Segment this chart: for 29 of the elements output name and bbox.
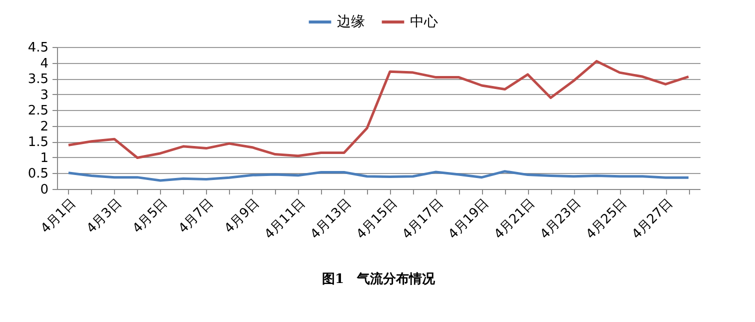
y-tick-label: 2 xyxy=(40,119,48,134)
y-tick-label: 2.5 xyxy=(28,104,48,119)
caption: 图1 气流分布情况 xyxy=(322,271,436,288)
line-series xyxy=(67,170,690,182)
x-tick-label: 4月1日 xyxy=(38,196,79,236)
x-tick-label: 4月23日 xyxy=(538,196,584,242)
x-tick-label: 4月19日 xyxy=(446,196,492,242)
x-tick-label: 4月25日 xyxy=(583,196,630,242)
y-tick-label: 0.5 xyxy=(28,166,48,182)
x-tick-label: 4月9日 xyxy=(222,196,263,236)
x-tick-label: 4月17日 xyxy=(400,196,446,242)
x-tick-label: 4月7日 xyxy=(176,196,217,236)
y-tick-label: 4 xyxy=(40,56,48,72)
x-tick-label: 4月3日 xyxy=(84,196,125,236)
line-series xyxy=(67,60,690,160)
y-tick-label: 3.5 xyxy=(28,72,48,88)
x-tick-label: 4月21日 xyxy=(492,196,538,242)
x-tick-label: 4月5日 xyxy=(130,196,171,236)
y-tick-label: 1 xyxy=(40,150,48,166)
y-tick-label: 1.5 xyxy=(28,135,48,150)
x-tick-label: 4月11日 xyxy=(262,196,309,242)
legend-label: 边缘 xyxy=(337,14,365,30)
legend-label: 中心 xyxy=(410,14,438,30)
y-tick-label: 0 xyxy=(40,182,48,198)
x-tick-label: 4月27日 xyxy=(629,196,676,242)
y-tick-label: 3 xyxy=(40,88,48,103)
x-tick-label: 4月13日 xyxy=(308,196,354,242)
y-tick-label: 4.5 xyxy=(28,40,48,56)
x-tick-label: 4月15日 xyxy=(354,196,400,242)
